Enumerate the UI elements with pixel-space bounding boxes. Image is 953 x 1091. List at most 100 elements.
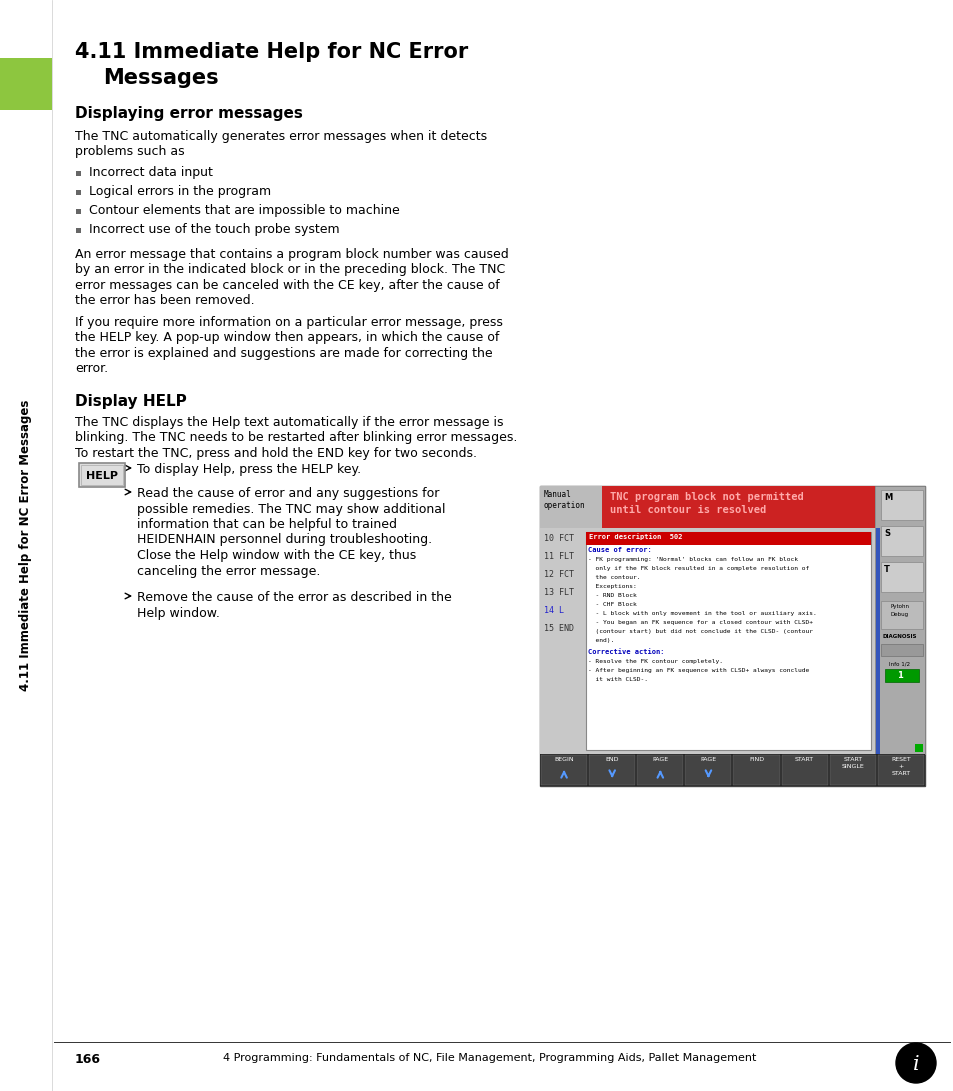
Text: Incorrect data input: Incorrect data input (89, 166, 213, 179)
Text: - Resolve the FK contour completely.: - Resolve the FK contour completely. (587, 659, 722, 664)
Text: S: S (883, 529, 889, 538)
Text: Exceptions:: Exceptions: (587, 584, 636, 589)
Text: M: M (883, 493, 891, 502)
Text: - CHF Block: - CHF Block (587, 602, 636, 607)
Text: it with CLSD-.: it with CLSD-. (587, 678, 647, 682)
Text: end).: end). (587, 638, 614, 643)
Bar (733, 755, 779, 786)
Text: only if the FK block resulted in a complete resolution of: only if the FK block resulted in a compl… (587, 566, 808, 571)
Text: possible remedies. The TNC may show additional: possible remedies. The TNC may show addi… (137, 503, 445, 516)
Bar (781, 755, 827, 786)
Text: the error has been removed.: the error has been removed. (75, 295, 254, 308)
Text: BEGIN: BEGIN (554, 757, 574, 762)
Text: blinking. The TNC needs to be restarted after blinking error messages.: blinking. The TNC needs to be restarted … (75, 432, 517, 444)
Bar (880, 644, 923, 656)
Text: Info 1/2: Info 1/2 (888, 661, 909, 666)
Bar (914, 744, 923, 752)
Text: DIAGNOSIS: DIAGNOSIS (882, 634, 916, 639)
Text: - RND Block: - RND Block (587, 594, 636, 598)
Text: Incorrect use of the touch probe system: Incorrect use of the touch probe system (89, 223, 339, 236)
Text: The TNC automatically generates error messages when it detects: The TNC automatically generates error me… (75, 130, 487, 143)
Bar (585, 532, 870, 750)
Bar (880, 601, 923, 630)
Text: Corrective action:: Corrective action: (587, 649, 664, 655)
Text: the error is explained and suggestions are made for correcting the: the error is explained and suggestions a… (75, 347, 492, 360)
Text: 11 FLT: 11 FLT (543, 552, 574, 561)
Text: Displaying error messages: Displaying error messages (75, 106, 302, 121)
Text: If you require more information on a particular error message, press: If you require more information on a par… (75, 316, 502, 329)
Text: 14 L: 14 L (543, 606, 574, 615)
Text: - FK programming: 'Normal' blocks can follow an FK block: - FK programming: 'Normal' blocks can fo… (587, 558, 797, 562)
Text: problems such as: problems such as (75, 145, 185, 158)
Bar (79, 463, 125, 487)
Bar (76, 209, 81, 214)
Text: Logical errors in the program: Logical errors in the program (89, 185, 271, 197)
Text: Messages: Messages (103, 68, 218, 88)
Text: 15 END: 15 END (543, 624, 574, 633)
Text: To restart the TNC, press and hold the END key for two seconds.: To restart the TNC, press and hold the E… (75, 447, 476, 460)
Text: the contour.: the contour. (587, 575, 639, 580)
Text: (contour start) but did not conclude it the CLSD- (contour: (contour start) but did not conclude it … (587, 630, 812, 634)
Text: information that can be helpful to trained: information that can be helpful to train… (137, 518, 396, 531)
Text: TNC program block not permitted
until contour is resolved: TNC program block not permitted until co… (609, 492, 803, 515)
Text: SINGLE: SINGLE (841, 764, 863, 769)
Bar (585, 532, 870, 546)
Text: START: START (842, 757, 862, 762)
Bar (880, 562, 923, 592)
Text: RESET: RESET (890, 757, 910, 762)
Bar (884, 669, 918, 682)
Text: canceling the error message.: canceling the error message. (137, 564, 320, 577)
Text: To display Help, press the HELP key.: To display Help, press the HELP key. (137, 463, 361, 476)
Text: T: T (883, 565, 889, 574)
Text: END: END (605, 757, 618, 762)
Text: PAGE: PAGE (700, 757, 716, 762)
Text: START: START (794, 757, 814, 762)
Bar (684, 755, 731, 786)
Text: 166: 166 (75, 1053, 101, 1066)
Text: the HELP key. A pop-up window then appears, in which the cause of: the HELP key. A pop-up window then appea… (75, 332, 498, 345)
Bar (0, 58, 52, 110)
Bar (637, 755, 682, 786)
Text: 10 FCT: 10 FCT (543, 533, 574, 543)
Bar (76, 171, 81, 176)
Text: An error message that contains a program block number was caused: An error message that contains a program… (75, 248, 508, 261)
Text: - You began an FK sequence for a closed contour with CLSD+: - You began an FK sequence for a closed … (587, 620, 812, 625)
Bar (589, 755, 635, 786)
Text: Help window.: Help window. (137, 607, 219, 620)
Bar (880, 526, 923, 556)
Text: START: START (890, 771, 909, 776)
Bar (539, 754, 924, 786)
Text: by an error in the indicated block or in the preceding block. The TNC: by an error in the indicated block or in… (75, 264, 505, 276)
Bar (76, 228, 81, 233)
Bar (875, 528, 879, 754)
Text: Read the cause of error and any suggestions for: Read the cause of error and any suggesti… (137, 487, 439, 500)
Text: Display HELP: Display HELP (75, 394, 187, 409)
Text: FIND: FIND (748, 757, 763, 762)
Text: error messages can be canceled with the CE key, after the cause of: error messages can be canceled with the … (75, 279, 499, 292)
Text: error.: error. (75, 362, 108, 375)
Text: Cause of error:: Cause of error: (587, 547, 651, 553)
Bar (539, 485, 601, 528)
Bar (540, 755, 586, 786)
Text: Pytohn: Pytohn (889, 604, 908, 609)
Text: - After beginning an FK sequence with CLSD+ always conclude: - After beginning an FK sequence with CL… (587, 668, 808, 673)
Text: The TNC displays the Help text automatically if the error message is: The TNC displays the Help text automatic… (75, 416, 503, 429)
Bar (81, 465, 123, 485)
Text: 1: 1 (896, 671, 902, 680)
Bar (0, 0, 52, 1091)
Text: HEIDENHAIN personnel during troubleshooting.: HEIDENHAIN personnel during troubleshoot… (137, 533, 432, 547)
Bar (601, 485, 874, 528)
Text: +: + (898, 764, 902, 769)
Bar (539, 485, 924, 786)
Text: i: i (912, 1055, 919, 1074)
Bar (539, 528, 874, 754)
Text: - L block with only movement in the tool or auxiliary axis.: - L block with only movement in the tool… (587, 611, 816, 616)
Circle shape (895, 1043, 935, 1083)
Text: HELP: HELP (86, 471, 118, 481)
Text: 12 FCT: 12 FCT (543, 570, 574, 579)
Text: 4 Programming: Fundamentals of NC, File Management, Programming Aids, Pallet Man: 4 Programming: Fundamentals of NC, File … (223, 1053, 756, 1063)
Bar (874, 485, 924, 754)
Text: 4.11 Immediate Help for NC Error: 4.11 Immediate Help for NC Error (75, 41, 468, 62)
Text: Debug: Debug (890, 612, 908, 618)
Text: Error description  502: Error description 502 (588, 533, 681, 540)
